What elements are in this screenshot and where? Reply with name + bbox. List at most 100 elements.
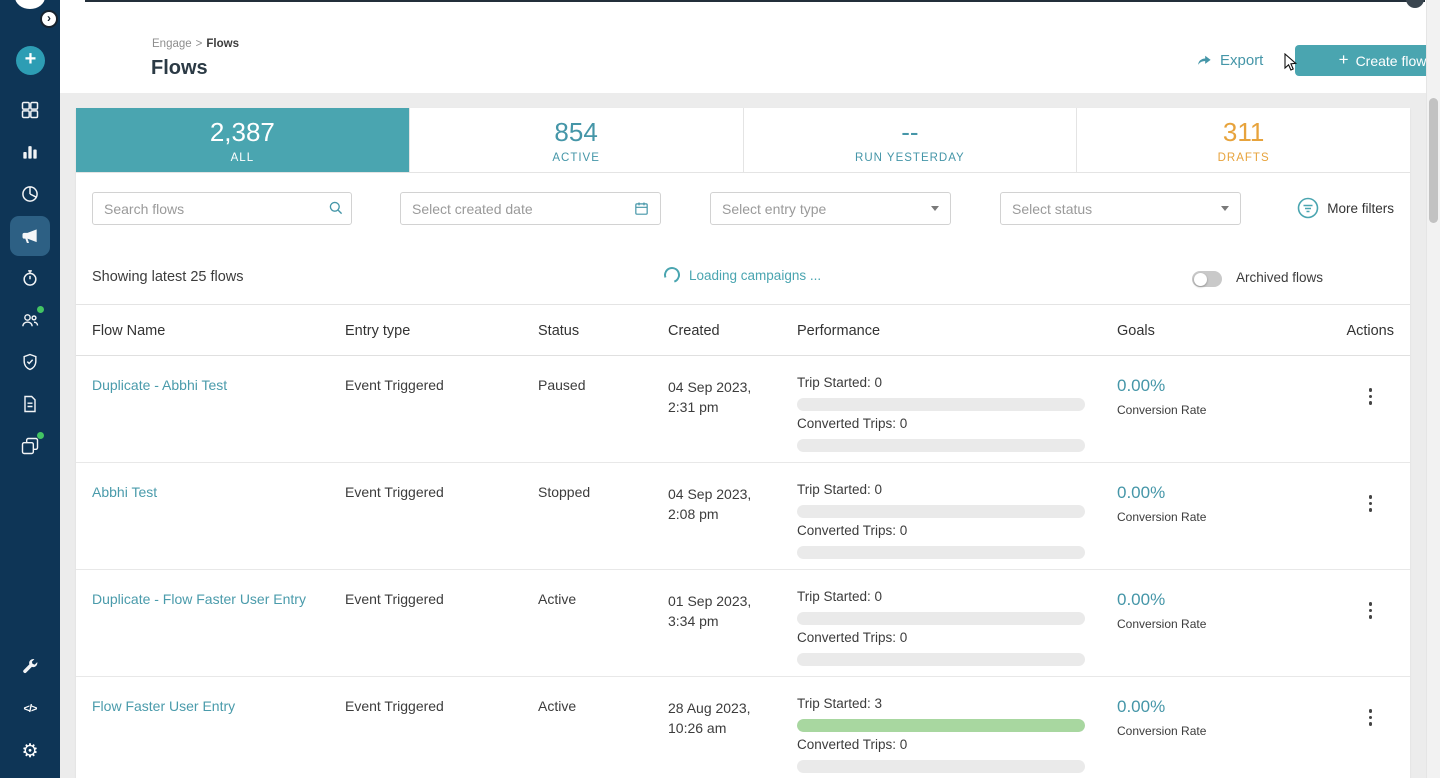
- flow-name-link[interactable]: Abbhi Test: [92, 484, 158, 500]
- column-performance: Performance: [797, 323, 881, 339]
- nav-analytics-icon[interactable]: [10, 132, 50, 172]
- row-actions-kebab-icon[interactable]: [1365, 598, 1377, 623]
- status-select[interactable]: Select status: [1000, 192, 1241, 225]
- loading-spinner-icon: [661, 264, 683, 286]
- more-filters-button[interactable]: More filters: [1297, 197, 1394, 219]
- converted-trips-label: Converted Trips: 0: [797, 737, 908, 752]
- conversion-rate-label: Conversion Rate: [1117, 617, 1207, 631]
- toggle-knob: [1193, 272, 1207, 286]
- breadcrumb-parent[interactable]: Engage: [152, 38, 192, 50]
- create-flow-button[interactable]: + Create flow: [1295, 45, 1440, 76]
- nav-settings-gear-icon[interactable]: ⚙: [21, 740, 39, 762]
- trip-started-label: Trip Started: 3: [797, 696, 883, 711]
- flows-content-card: 2,387 ALL 854 ACTIVE -- RUN YESTERDAY 31…: [76, 108, 1410, 778]
- search-input[interactable]: [92, 192, 352, 225]
- nav-reports-pie-icon[interactable]: [10, 174, 50, 214]
- nav-catalogs-layers-icon[interactable]: [10, 426, 50, 466]
- archived-flows-toggle[interactable]: [1192, 271, 1222, 287]
- table-row: Duplicate - Abbhi Test Event Triggered P…: [76, 356, 1410, 463]
- goals-cell: 0.00% Conversion Rate: [1117, 483, 1206, 524]
- status-cell: Active: [538, 591, 577, 607]
- table-body: Duplicate - Abbhi Test Event Triggered P…: [76, 356, 1410, 778]
- entry-type-select[interactable]: Select entry type: [710, 192, 951, 225]
- trip-started-bar: [797, 612, 1085, 625]
- created-date-input[interactable]: [400, 192, 661, 225]
- page-header: Engage > Flows Flows Export + Create flow: [60, 0, 1440, 93]
- catalogs-notification-dot: [37, 432, 44, 439]
- nav-security-shield-icon[interactable]: [10, 342, 50, 382]
- status-cell: Active: [538, 698, 577, 714]
- stats-tabs: 2,387 ALL 854 ACTIVE -- RUN YESTERDAY 31…: [76, 108, 1410, 173]
- create-plus-button[interactable]: +: [16, 46, 45, 75]
- sidebar: + </> ⚙: [0, 0, 60, 778]
- created-cell: 01 Sep 2023, 3:34 pm: [668, 593, 752, 629]
- nav-journeys-stopwatch-icon[interactable]: [10, 258, 50, 298]
- plus-icon: +: [1338, 49, 1349, 69]
- table-row: Abbhi Test Event Triggered Stopped 04 Se…: [76, 463, 1410, 570]
- row-actions-kebab-icon[interactable]: [1365, 384, 1377, 409]
- flow-name-link[interactable]: Flow Faster User Entry: [92, 698, 236, 714]
- window-top-border: [85, 0, 1425, 2]
- goals-cell: 0.00% Conversion Rate: [1117, 697, 1206, 738]
- scrollbar-thumb[interactable]: [1429, 98, 1438, 223]
- avatar[interactable]: [1406, 0, 1424, 8]
- converted-trips-bar: [797, 760, 1085, 773]
- stat-tab-active[interactable]: 854 ACTIVE: [410, 108, 744, 172]
- stat-tab-drafts[interactable]: 311 DRAFTS: [1077, 108, 1410, 172]
- table-row: Flow Faster User Entry Event Triggered A…: [76, 677, 1410, 778]
- nav-campaigns-megaphone-icon[interactable]: [10, 216, 50, 256]
- stat-label: ALL: [230, 151, 255, 164]
- column-entry-type: Entry type: [345, 323, 411, 339]
- entry-type-cell: Event Triggered: [345, 591, 444, 607]
- trip-started-label: Trip Started: 0: [797, 482, 883, 497]
- nav-tools-wrench-icon[interactable]: [10, 647, 50, 687]
- export-button[interactable]: Export: [1196, 52, 1263, 69]
- stat-tab-all[interactable]: 2,387 ALL: [76, 108, 410, 172]
- filter-row: Select entry type Select status More fil…: [76, 192, 1410, 225]
- filter-icon: [1297, 197, 1319, 219]
- create-flow-label: Create flow: [1355, 52, 1427, 69]
- more-filters-label: More filters: [1327, 200, 1394, 216]
- entry-type-cell: Event Triggered: [345, 377, 444, 393]
- loading-text: Loading campaigns ...: [689, 267, 822, 283]
- performance-cell: Trip Started: 0 Converted Trips: 0: [797, 375, 1085, 457]
- converted-trips-label: Converted Trips: 0: [797, 416, 908, 431]
- converted-trips-label: Converted Trips: 0: [797, 630, 908, 645]
- export-share-icon: [1198, 55, 1211, 65]
- breadcrumb-current: Flows: [206, 38, 239, 50]
- chevron-down-icon: [1221, 206, 1229, 211]
- conversion-rate-label: Conversion Rate: [1117, 510, 1207, 524]
- conversion-rate-value: 0.00%: [1117, 483, 1166, 502]
- stat-value: --: [901, 116, 919, 147]
- stat-tab-run-yesterday[interactable]: -- RUN YESTERDAY: [744, 108, 1078, 172]
- trip-started-bar: [797, 719, 1085, 732]
- column-flow-name: Flow Name: [92, 323, 166, 339]
- performance-cell: Trip Started: 3 Converted Trips: 0: [797, 696, 1085, 778]
- nav-developer-code-icon[interactable]: </>: [23, 703, 38, 715]
- entry-type-cell: Event Triggered: [345, 698, 444, 714]
- status-cell: Paused: [538, 377, 586, 393]
- nav-dashboard-icon[interactable]: [10, 90, 50, 130]
- sidebar-expand-button[interactable]: ›: [40, 10, 58, 28]
- row-actions-kebab-icon[interactable]: [1365, 491, 1377, 516]
- nav-documents-icon[interactable]: [10, 384, 50, 424]
- nav-users-icon[interactable]: [10, 300, 50, 340]
- chevron-down-icon: [931, 206, 939, 211]
- goals-cell: 0.00% Conversion Rate: [1117, 376, 1206, 417]
- column-status: Status: [538, 323, 580, 339]
- trip-started-bar: [797, 398, 1085, 411]
- flow-name-link[interactable]: Duplicate - Abbhi Test: [92, 377, 228, 393]
- scrollbar[interactable]: [1426, 0, 1440, 778]
- converted-trips-label: Converted Trips: 0: [797, 523, 908, 538]
- row-actions-kebab-icon[interactable]: [1365, 705, 1377, 730]
- conversion-rate-value: 0.00%: [1117, 590, 1166, 609]
- showing-count-text: Showing latest 25 flows: [92, 269, 244, 285]
- export-label: Export: [1220, 52, 1264, 69]
- calendar-icon: [635, 202, 648, 215]
- created-cell: 28 Aug 2023, 10:26 am: [668, 700, 751, 736]
- status-placeholder: Select status: [1012, 200, 1093, 217]
- flow-name-link[interactable]: Duplicate - Flow Faster User Entry: [92, 591, 306, 607]
- table-row: Duplicate - Flow Faster User Entry Event…: [76, 570, 1410, 677]
- conversion-rate-label: Conversion Rate: [1117, 724, 1207, 738]
- stat-label: DRAFTS: [1217, 151, 1270, 164]
